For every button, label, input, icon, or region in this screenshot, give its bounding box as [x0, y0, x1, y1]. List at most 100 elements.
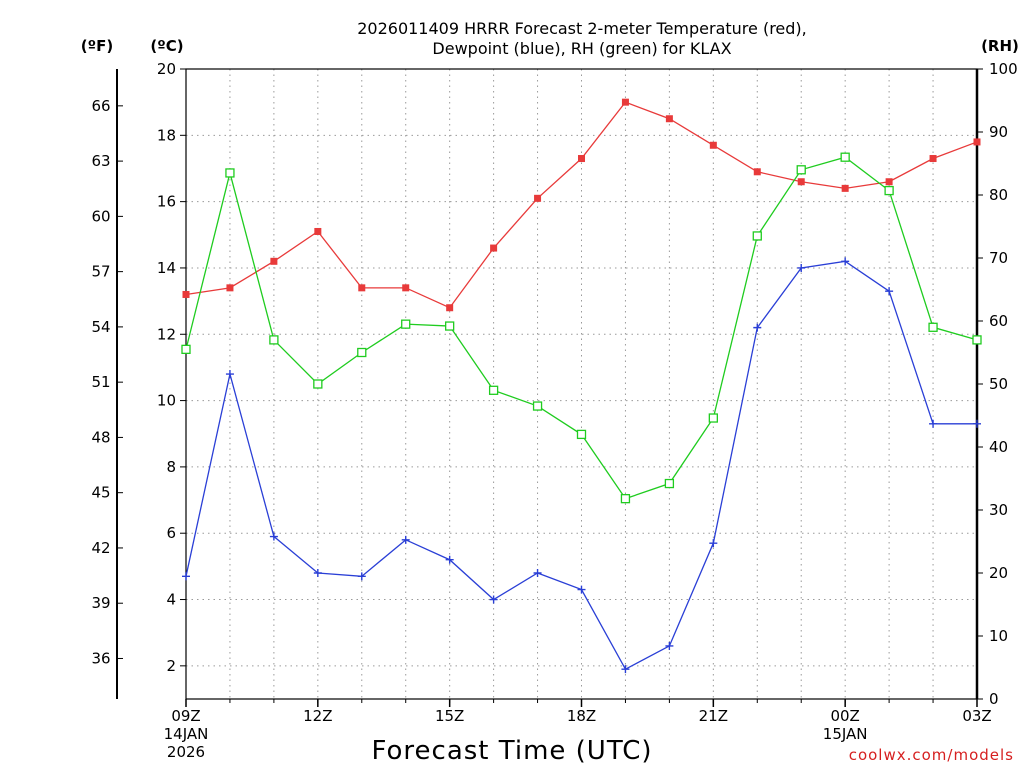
temperature-point [665, 115, 673, 123]
x-tick-label: 00Z [830, 707, 859, 725]
rh-unit-label: (RH) [981, 37, 1019, 55]
rh-point [972, 335, 982, 345]
rh-point [928, 322, 938, 332]
chart-title-line2: Dewpoint (blue), RH (green) for KLAX [432, 39, 731, 58]
celsius-tick-label: 2 [166, 657, 176, 675]
temperature-point [182, 290, 190, 298]
temperature-point [797, 178, 805, 186]
temperature-point [358, 284, 366, 292]
celsius-tick-label: 20 [157, 60, 176, 78]
dewpoint-point [313, 569, 322, 577]
temperature-point [973, 138, 981, 146]
dewpoint-point [621, 665, 630, 674]
x-tick-label: 12Z [303, 707, 332, 725]
dewpoint-point [533, 569, 542, 577]
dewpoint-point [225, 370, 234, 379]
temperature-point [446, 304, 454, 312]
rh-point [225, 168, 235, 178]
dewpoint-point [182, 572, 190, 581]
fahrenheit-tick-label: 51 [91, 373, 110, 391]
x-tick-label: 03Z [962, 707, 991, 725]
x-tick-label: 18Z [567, 707, 596, 725]
celsius-tick-label: 16 [157, 193, 176, 211]
rh-point [532, 401, 543, 411]
rh-point [576, 429, 587, 440]
rh-point [313, 379, 323, 389]
series-lines [181, 98, 982, 674]
rh-point [620, 494, 631, 504]
fahrenheit-tick-label: 36 [91, 649, 110, 667]
dewpoint-point [797, 263, 806, 272]
temperature-point [490, 244, 498, 252]
rh-point [664, 478, 675, 489]
celsius-tick-label: 12 [157, 325, 176, 343]
fahrenheit-tick-label: 45 [91, 484, 110, 502]
rh-tick-label: 30 [989, 501, 1008, 519]
dewpoint-point [577, 585, 586, 594]
rh-tick-label: 80 [989, 186, 1008, 204]
celsius-tick-label: 8 [166, 458, 176, 476]
rh-tick-label: 10 [989, 627, 1008, 645]
dewpoint-point [753, 323, 762, 332]
temperature-point [534, 194, 542, 202]
fahrenheit-tick-label: 66 [91, 97, 110, 115]
temperature-point [402, 284, 410, 292]
rh-tick-label: 20 [989, 564, 1008, 582]
dewpoint-point [929, 419, 938, 428]
axes: 2 4 6 8 10 12 14 16 18 20 36 39 42 45 48 51 54 57 60 63 66 0 1… [91, 60, 1017, 761]
temperature-point [841, 184, 849, 192]
fahrenheit-tick-label: 57 [91, 263, 110, 281]
rh-tick-label: 90 [989, 123, 1008, 141]
temperature-point [885, 178, 893, 186]
x-tick-label: 09Z [171, 707, 200, 725]
celsius-tick-label: 18 [157, 126, 176, 144]
rh-tick-label: 70 [989, 249, 1008, 267]
x-tick-label: 15Z [435, 707, 464, 725]
celsius-unit-label: (ºC) [150, 37, 183, 55]
temperature-point [621, 98, 629, 106]
fahrenheit-unit-label: (ºF) [81, 37, 113, 55]
celsius-tick-label: 10 [157, 392, 176, 410]
fahrenheit-tick-label: 39 [91, 594, 110, 612]
rh-point [488, 385, 499, 395]
fahrenheit-tick-label: 48 [91, 428, 110, 446]
fahrenheit-tick-label: 63 [91, 152, 110, 170]
celsius-tick-label: 6 [166, 524, 176, 542]
rh-point [884, 185, 894, 196]
fahrenheit-tick-label: 42 [91, 539, 110, 557]
chart-title-line1: 2026011409 HRRR Forecast 2-meter Tempera… [357, 19, 807, 38]
x-tick-label: 21Z [699, 707, 728, 725]
dewpoint-point [841, 257, 850, 266]
dewpoint-point [269, 532, 278, 541]
credit-text: coolwx.com/models [849, 746, 1014, 764]
dewpoint-point [489, 595, 498, 604]
rh-point [445, 321, 455, 331]
temperature-line [185, 101, 978, 309]
dewpoint-point [357, 572, 366, 581]
rh-point [401, 319, 411, 329]
dewpoint-point [885, 287, 894, 296]
rh-tick-label: 0 [989, 690, 999, 708]
temperature-point [226, 284, 234, 292]
dewpoint-point [445, 555, 454, 564]
x-axis-label: Forecast Time (UTC) [371, 736, 652, 766]
rh-tick-label: 100 [989, 60, 1018, 78]
rh-point [752, 231, 762, 241]
celsius-tick-label: 4 [166, 591, 176, 609]
temperature-point [578, 155, 585, 163]
rh-tick-label: 50 [989, 375, 1008, 393]
dewpoint-point [401, 535, 410, 544]
rh-point [796, 165, 806, 175]
temperature-point [709, 141, 717, 149]
rh-point [181, 344, 191, 355]
dewpoint-point [709, 539, 718, 548]
rh-point [708, 413, 718, 423]
x-tick-year: 2026 [167, 743, 205, 761]
x-tick-date: 14JAN [164, 725, 209, 743]
temperature-point [929, 155, 937, 163]
fahrenheit-tick-label: 54 [91, 318, 110, 336]
grid-lines [186, 69, 977, 699]
temperature-point [270, 257, 278, 265]
temperature-point [753, 168, 761, 176]
